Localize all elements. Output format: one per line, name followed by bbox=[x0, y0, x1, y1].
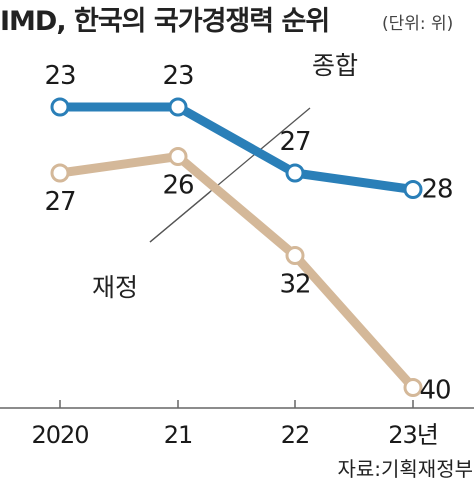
data-point bbox=[50, 163, 70, 183]
data-point bbox=[50, 97, 70, 117]
data-label: 32 bbox=[279, 270, 310, 300]
source-note: 자료:기획재정부 bbox=[337, 457, 473, 481]
data-label: 23 bbox=[44, 61, 75, 91]
series-name-total: 종합 bbox=[312, 51, 358, 80]
x-tick-label: 2020 bbox=[31, 421, 88, 449]
x-tick-label: 23년 bbox=[388, 421, 438, 449]
x-tick-label: 22 bbox=[281, 421, 310, 449]
data-label: 27 bbox=[279, 127, 310, 157]
data-point bbox=[168, 147, 188, 166]
chart-unit: (단위: 위) bbox=[382, 14, 453, 34]
data-label: 26 bbox=[162, 171, 193, 201]
data-point bbox=[168, 97, 188, 117]
series-layer bbox=[50, 97, 423, 397]
data-point bbox=[285, 163, 305, 183]
data-label: 27 bbox=[44, 187, 75, 217]
series-line-1 bbox=[55, 152, 418, 392]
series-line-0 bbox=[55, 102, 418, 194]
data-point bbox=[285, 246, 305, 265]
data-label: 23 bbox=[162, 61, 193, 91]
leader-line-fiscal bbox=[149, 191, 211, 243]
data-label: 40 bbox=[419, 376, 450, 406]
chart-title: IMD, 한국의 국가경쟁력 순위 bbox=[0, 6, 329, 37]
data-point bbox=[403, 378, 423, 397]
data-point bbox=[403, 180, 423, 199]
series-name-fiscal: 재정 bbox=[92, 273, 138, 302]
data-labels: 23 23 27 28 27 26 32 40 bbox=[44, 61, 453, 406]
data-label: 28 bbox=[421, 175, 452, 205]
x-ticks: 2020 21 22 23년 bbox=[31, 400, 439, 449]
x-tick-label: 21 bbox=[164, 421, 193, 449]
